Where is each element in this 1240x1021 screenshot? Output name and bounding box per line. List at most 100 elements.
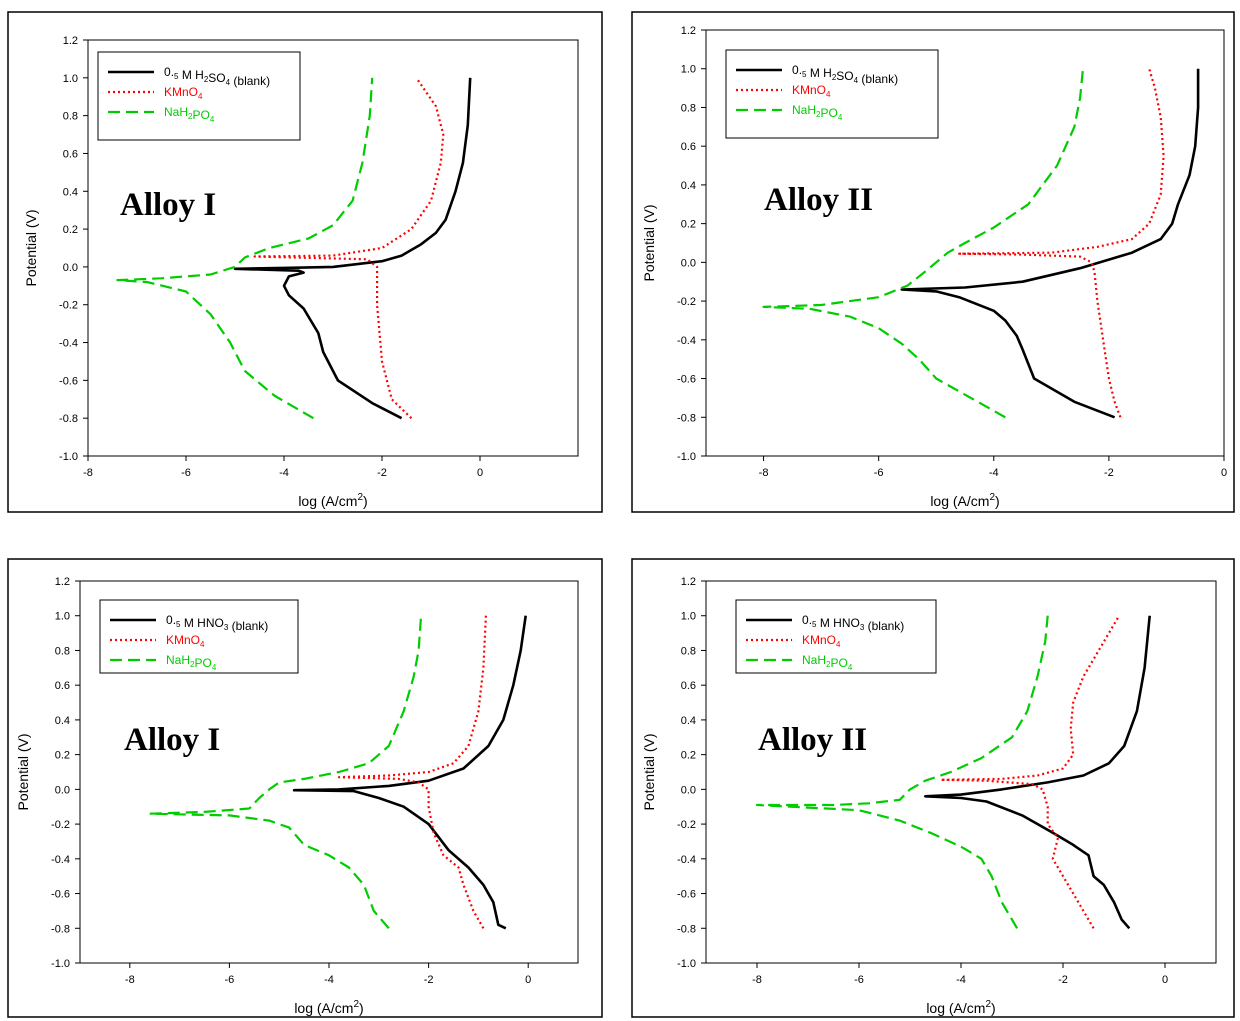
y-tick-label: 0.8 [681,102,696,114]
x-tick-label: 0 [477,467,483,479]
legend-label: KMnO4 [164,85,203,101]
series-line-nah2po4 [762,68,1085,419]
y-axis-label: Potential (V) [641,204,657,281]
x-tick-label: -6 [225,974,235,986]
x-tick-label: -2 [424,974,434,986]
polarization-chart-alloy-ii-hno3: -8 -6 -4 -2 0 -1.0 -0.8 -0.6 -0.4 -0.2 0.0 0.2 0.4 0.… [631,558,1235,1018]
series-line-blank [292,615,527,930]
alloy-annotation: Alloy I [124,722,220,758]
y-tick-label: 0.6 [681,141,696,153]
y-tick-label: 0.2 [681,750,696,762]
legend-label: 0.5 M H2SO4 (blank) [164,65,270,88]
polarization-chart-alloy-ii-h2so4: -8 -6 -4 -2 0 -1.0 -0.8 -0.6 -0.4 -0.2 0.0 0.2 0.4 0.… [631,11,1235,513]
series-line-blank [233,77,472,420]
y-tick-label: -0.8 [677,412,696,424]
y-axis-label: Potential (V) [641,733,657,810]
y-tick-label: 0.0 [55,784,70,796]
legend-label: 0.5 M HNO3 (blank) [802,613,904,633]
chart-panel-bottom-right: -8 -6 -4 -2 0 -1.0 -0.8 -0.6 -0.4 -0.2 0.0 0.2 0.4 0.… [628,555,1240,1021]
chart-panel-top-left: -8 -6 -4 -2 0 -1.0 -0.8 -0.6 -0.4 -0.2 0.0 0.2 0.4 0.… [0,0,612,528]
y-tick-label: 0.6 [681,680,696,692]
alloy-annotation: Alloy II [758,722,867,758]
y-tick-label: 1.0 [681,64,696,76]
y-tick-label: 0.0 [63,262,78,274]
polarization-chart-alloy-i-hno3: -8 -6 -4 -2 0 -1.0 -0.8 -0.6 -0.4 -0.2 0.0 0.2 0.4 0.… [7,558,603,1018]
y-tick-label: -1.0 [677,451,696,463]
x-tick-label: 0 [525,974,531,986]
y-tick-label: -0.6 [677,374,696,386]
legend-box [97,51,301,141]
polarization-chart-alloy-i-h2so4: -8 -6 -4 -2 0 -1.0 -0.8 -0.6 -0.4 -0.2 0.0 0.2 0.4 0.… [7,11,603,513]
y-tick-label: -0.8 [59,413,78,425]
y-tick-label: -0.4 [677,335,696,347]
x-tick-label: -6 [874,467,884,479]
y-tick-label: 0.6 [63,148,78,160]
series-line-nah2po4 [116,77,374,420]
legend-box [725,49,939,139]
x-tick-label: -4 [989,467,999,479]
y-tick-label: -0.4 [51,854,70,866]
y-tick-label: -0.2 [677,819,696,831]
chart-frame [631,558,1235,1018]
series-line-blank [924,615,1151,930]
y-tick-label: 1.2 [55,576,70,588]
y-tick-label: 0.8 [55,645,70,657]
y-tick-label: 1.2 [681,576,696,588]
y-tick-label: 1.2 [63,35,78,47]
y-tick-label: 0.0 [681,784,696,796]
x-tick-label: -8 [759,467,769,479]
y-tick-label: 0.4 [63,186,78,198]
alloy-annotation: Alloy II [764,182,873,218]
legend-label: NaH2PO4 [792,103,843,122]
y-axis-label: Potential (V) [15,733,31,810]
y-tick-label: -1.0 [51,958,70,970]
x-tick-label: -4 [279,467,289,479]
y-tick-label: 0.0 [681,257,696,269]
y-tick-label: 0.8 [681,645,696,657]
alloy-annotation: Alloy I [120,187,216,223]
legend-label: 0.5 M HNO3 (blank) [166,613,268,633]
y-tick-label: 0.2 [63,224,78,236]
y-tick-label: -0.2 [51,819,70,831]
y-tick-label: -0.4 [59,338,78,350]
y-tick-label: -0.2 [677,296,696,308]
y-tick-label: -0.6 [677,889,696,901]
y-tick-label: -0.8 [677,923,696,935]
legend-label: KMnO4 [802,633,841,649]
y-tick-label: 1.0 [681,611,696,623]
series-line-kmno4 [253,77,445,419]
series-line-nah2po4 [148,615,423,930]
series-line-kmno4 [939,615,1121,929]
y-tick-label: -0.6 [59,375,78,387]
x-tick-label: -4 [956,974,966,986]
x-tick-label: -8 [83,467,93,479]
plot-area [87,39,579,457]
legend-label: NaH2PO4 [166,653,217,672]
x-axis-label: log (A/cm2) [930,492,999,509]
x-tick-label: -2 [377,467,387,479]
x-tick-label: -6 [181,467,191,479]
x-tick-label: -8 [125,974,135,986]
y-tick-label: 1.2 [681,25,696,37]
y-axis-label: Potential (V) [23,209,39,286]
y-tick-label: 0.4 [681,715,696,727]
x-tick-label: -6 [854,974,864,986]
series-line-nah2po4 [755,615,1049,929]
chart-frame [631,11,1235,513]
y-tick-label: 0.8 [63,111,78,123]
y-tick-label: 0.4 [681,180,696,192]
series-line-blank [900,68,1200,419]
chart-panel-bottom-left: -8 -6 -4 -2 0 -1.0 -0.8 -0.6 -0.4 -0.2 0.0 0.2 0.4 0.… [0,555,612,1021]
y-tick-label: 0.2 [681,219,696,231]
y-tick-label: -0.6 [51,889,70,901]
series-line-kmno4 [958,68,1165,418]
chart-frame [7,558,603,1018]
x-tick-label: -2 [1058,974,1068,986]
chart-frame [7,11,603,513]
y-tick-label: -0.8 [51,923,70,935]
legend-label: KMnO4 [792,83,831,99]
x-tick-label: 0 [1162,974,1168,986]
x-tick-label: -8 [752,974,762,986]
y-tick-label: 1.0 [63,73,78,85]
x-tick-label: -4 [324,974,334,986]
